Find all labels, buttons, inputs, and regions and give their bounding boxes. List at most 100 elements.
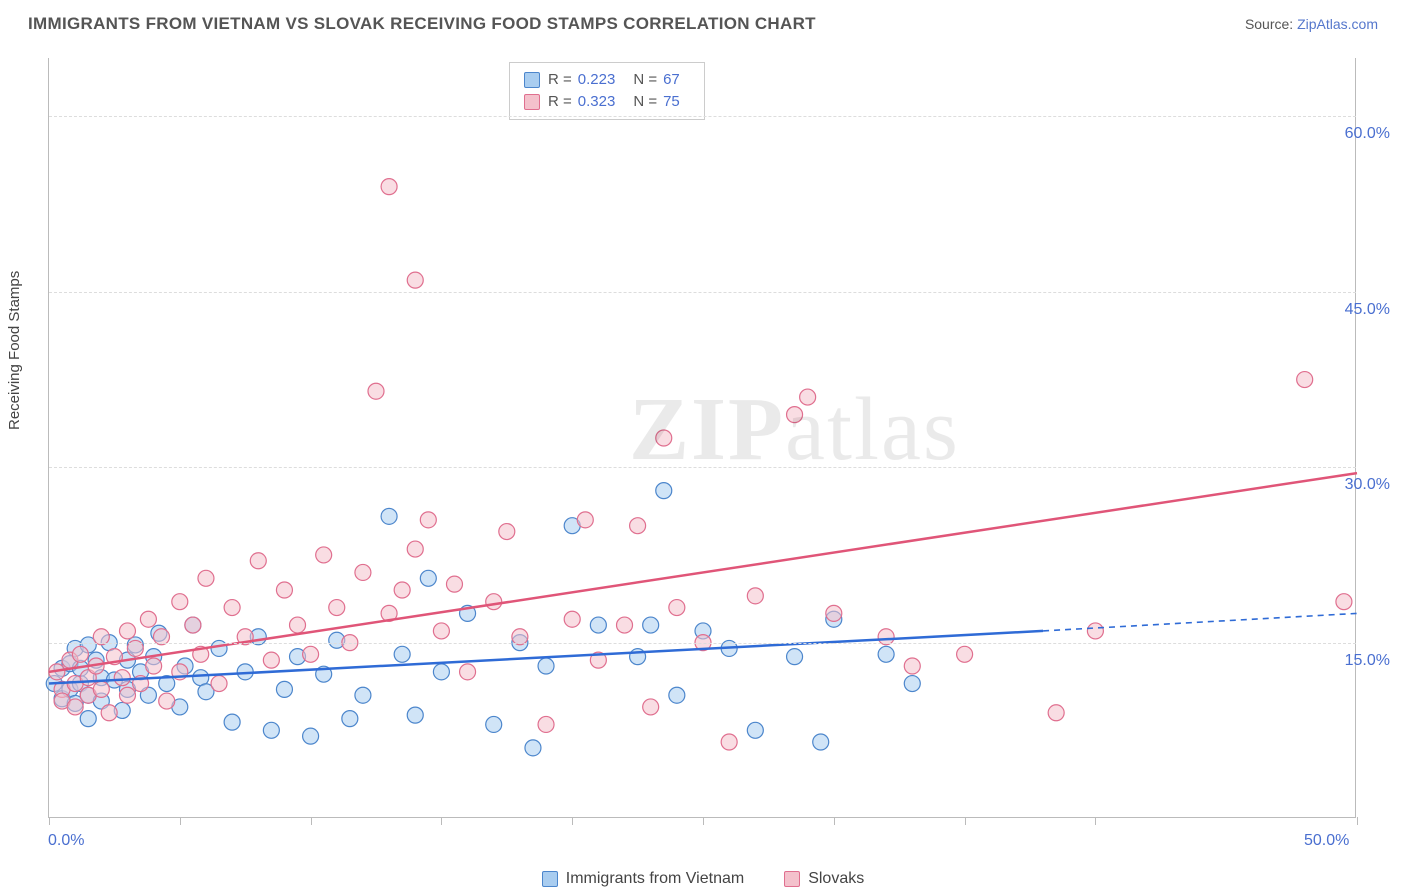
data-point bbox=[211, 676, 227, 692]
data-point bbox=[93, 681, 109, 697]
data-point bbox=[499, 524, 515, 540]
gridline bbox=[49, 292, 1356, 293]
data-point bbox=[669, 600, 685, 616]
y-tick-label: 60.0% bbox=[1345, 125, 1390, 143]
data-point bbox=[224, 714, 240, 730]
data-point bbox=[800, 389, 816, 405]
data-point bbox=[538, 658, 554, 674]
gridline bbox=[49, 643, 1356, 644]
data-point bbox=[1048, 705, 1064, 721]
legend-r-value: 0.323 bbox=[578, 91, 616, 113]
data-point bbox=[669, 687, 685, 703]
data-point bbox=[577, 512, 593, 528]
data-point bbox=[224, 600, 240, 616]
plot-area: ZIPatlas R =0.223N =67R =0.323N =75 bbox=[48, 58, 1356, 818]
source-label: Source: bbox=[1245, 16, 1297, 32]
y-tick-label: 45.0% bbox=[1345, 301, 1390, 319]
data-point bbox=[787, 407, 803, 423]
legend-swatch bbox=[524, 72, 540, 88]
data-point bbox=[643, 699, 659, 715]
data-point bbox=[643, 617, 659, 633]
legend-r-label: R = bbox=[548, 69, 572, 91]
data-point bbox=[433, 623, 449, 639]
legend-row: R =0.323N =75 bbox=[524, 91, 690, 113]
scatter-svg bbox=[49, 58, 1356, 817]
gridline bbox=[49, 467, 1356, 468]
data-point bbox=[381, 179, 397, 195]
legend-item: Immigrants from Vietnam bbox=[542, 870, 744, 888]
y-axis-label: Receiving Food Stamps bbox=[6, 271, 23, 430]
data-point bbox=[630, 518, 646, 534]
source-link[interactable]: ZipAtlas.com bbox=[1297, 16, 1378, 32]
data-point bbox=[826, 605, 842, 621]
legend-series-name: Slovaks bbox=[808, 870, 864, 888]
chart-source: Source: ZipAtlas.com bbox=[1245, 16, 1378, 32]
x-tick bbox=[180, 817, 181, 825]
data-point bbox=[446, 576, 462, 592]
legend-swatch bbox=[784, 871, 800, 887]
x-tick bbox=[965, 817, 966, 825]
legend-n-value: 67 bbox=[663, 69, 680, 91]
x-tick bbox=[703, 817, 704, 825]
y-tick-label: 15.0% bbox=[1345, 652, 1390, 670]
data-point bbox=[747, 722, 763, 738]
y-tick-label: 30.0% bbox=[1345, 476, 1390, 494]
data-point bbox=[656, 430, 672, 446]
data-point bbox=[407, 272, 423, 288]
data-point bbox=[172, 594, 188, 610]
legend-n-label: N = bbox=[633, 69, 657, 91]
data-point bbox=[538, 716, 554, 732]
data-point bbox=[342, 711, 358, 727]
legend-row: R = 0.223 N = 67 bbox=[524, 69, 690, 91]
legend-swatch bbox=[524, 94, 540, 110]
legend-correlation: R = 0.223 N = 67R = 0.323 N = 75 bbox=[509, 62, 705, 120]
gridline bbox=[49, 116, 1356, 117]
data-point bbox=[407, 707, 423, 723]
data-point bbox=[813, 734, 829, 750]
data-point bbox=[80, 711, 96, 727]
data-point bbox=[368, 383, 384, 399]
data-point bbox=[263, 722, 279, 738]
data-point bbox=[140, 611, 156, 627]
data-point bbox=[747, 588, 763, 604]
x-tick-label: 50.0% bbox=[1304, 832, 1349, 850]
data-point bbox=[146, 658, 162, 674]
data-point bbox=[119, 687, 135, 703]
data-point bbox=[904, 676, 920, 692]
data-point bbox=[420, 570, 436, 586]
data-point bbox=[721, 734, 737, 750]
data-point bbox=[525, 740, 541, 756]
legend-r-value: 0.223 bbox=[578, 69, 616, 91]
data-point bbox=[433, 664, 449, 680]
data-point bbox=[159, 693, 175, 709]
data-point bbox=[878, 646, 894, 662]
data-point bbox=[904, 658, 920, 674]
data-point bbox=[460, 664, 476, 680]
data-point bbox=[394, 582, 410, 598]
data-point bbox=[263, 652, 279, 668]
chart-title: IMMIGRANTS FROM VIETNAM VS SLOVAK RECEIV… bbox=[28, 14, 816, 34]
data-point bbox=[198, 570, 214, 586]
data-point bbox=[486, 716, 502, 732]
data-point bbox=[119, 623, 135, 639]
data-point bbox=[185, 617, 201, 633]
x-tick bbox=[572, 817, 573, 825]
x-tick bbox=[1357, 817, 1358, 825]
trend-line-extrapolated bbox=[1043, 613, 1357, 631]
data-point bbox=[787, 649, 803, 665]
legend-n-value: 75 bbox=[663, 91, 680, 113]
legend-item: Slovaks bbox=[784, 870, 864, 888]
x-tick bbox=[49, 817, 50, 825]
data-point bbox=[316, 547, 332, 563]
data-point bbox=[617, 617, 633, 633]
data-point bbox=[957, 646, 973, 662]
x-tick bbox=[834, 817, 835, 825]
data-point bbox=[394, 646, 410, 662]
data-point bbox=[114, 670, 130, 686]
data-point bbox=[1336, 594, 1352, 610]
legend-n-label: N = bbox=[633, 91, 657, 113]
data-point bbox=[290, 617, 306, 633]
data-point bbox=[1087, 623, 1103, 639]
data-point bbox=[486, 594, 502, 610]
data-point bbox=[381, 508, 397, 524]
